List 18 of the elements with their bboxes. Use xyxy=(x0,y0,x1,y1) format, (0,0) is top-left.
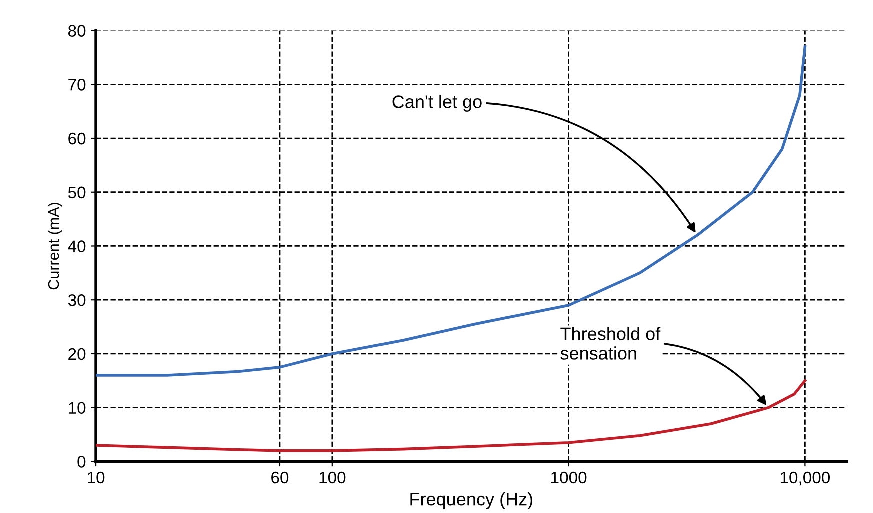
annotation: Threshold of sensation xyxy=(560,327,661,360)
y-axis-title: Current (mA) xyxy=(48,203,62,290)
y-tick-label: 70 xyxy=(68,79,86,91)
y-tick-label: 0 xyxy=(78,456,86,468)
x-tick-label: 10,000 xyxy=(780,472,830,486)
y-tick-label: 40 xyxy=(68,240,86,252)
y-tick-label: 30 xyxy=(68,294,86,306)
x-tick-label: 1000 xyxy=(552,472,587,484)
annotation: Can't let go xyxy=(392,95,482,112)
y-tick-label: 50 xyxy=(68,186,86,199)
y-tick-label: 60 xyxy=(68,132,86,145)
x-tick-label: 100 xyxy=(320,472,346,484)
y-tick-label: 10 xyxy=(69,402,86,414)
y-tick-label: 20 xyxy=(68,348,86,360)
x-tick-label: 60 xyxy=(272,472,289,484)
x-tick-label: 10 xyxy=(88,472,105,484)
x-axis-title: Frequency (Hz) xyxy=(410,492,533,510)
y-tick-label: 80 xyxy=(68,25,86,37)
